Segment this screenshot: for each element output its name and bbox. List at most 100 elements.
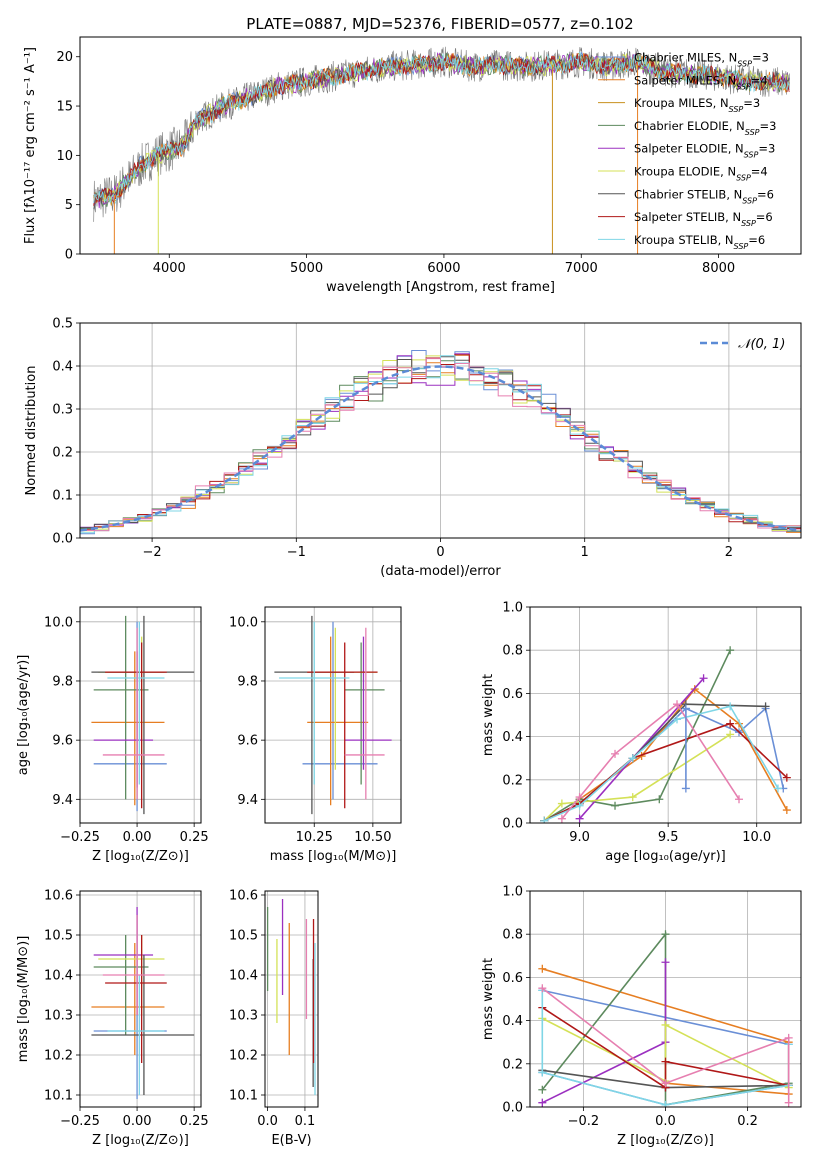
legend-entry: Kroupa ELODIE, NSSP=4: [634, 165, 768, 183]
residuals-axes: −2 −1 0 1 2 0.0 0.1 0.2 0.3 0.4 0.5 (data-model)/er…: [24, 317, 801, 579]
y-tick-label: 0.6: [502, 687, 523, 702]
y-tick-label: 0.2: [52, 446, 73, 461]
x-tick-label: 4000: [153, 261, 186, 276]
weight-marker: [540, 816, 549, 823]
normal-curve: [80, 365, 801, 532]
weight-marker: [538, 1068, 547, 1077]
y-tick-label: 10.6: [229, 889, 258, 904]
residuals-frame: [79, 322, 802, 539]
weight-line: [543, 705, 779, 822]
weight-marker: [735, 795, 744, 804]
x-axis-label: mass [log₁₀(M/M⊙)]: [270, 849, 397, 864]
y-tick-label: 10.2: [44, 1049, 73, 1064]
weight-line: [541, 987, 790, 1103]
mass_vs_Z-frame: [79, 890, 202, 1108]
weight-marker: [784, 1098, 793, 1107]
y-tick-label: 5: [65, 198, 73, 213]
y-tick-label: 10.5: [44, 929, 73, 944]
y-tick-label: 0.8: [502, 644, 523, 659]
weight-marker: [538, 964, 547, 973]
y-tick-label: 10.3: [229, 1009, 258, 1024]
x-tick-label: 0.0: [257, 1114, 278, 1129]
weight-marker: [661, 1100, 670, 1107]
x-tick-label: −1: [287, 545, 306, 560]
x-tick-label: 0.00: [123, 1114, 152, 1129]
x-tick-label: 9.0: [569, 830, 590, 845]
spectrum-frame: [79, 36, 802, 255]
weight-marker: [661, 1020, 670, 1029]
weight_vs_Z-axes: −0.2 0.0 0.2 0.0 0.2 0.4 0.6 0.8 1.0 Z [log₁₀(Z/Z…: [481, 885, 801, 1148]
y-axis-label: Flux [fλ10⁻¹⁷ erg cm⁻² s⁻¹ A⁻¹]: [23, 47, 38, 244]
weight-marker: [557, 814, 566, 823]
weight-marker: [726, 719, 735, 728]
x-tick-label: −0.25: [60, 1114, 100, 1129]
age_vs_Z-frame: [79, 606, 202, 824]
y-tick-label: 15: [56, 100, 73, 115]
y-tick-label: 0: [65, 248, 73, 263]
x-axis-label: Z [log₁₀(Z/Z⊙)]: [617, 1133, 714, 1148]
y-tick-label: 0.6: [502, 971, 523, 986]
weight-marker: [661, 1079, 670, 1088]
legend-entry: Chabrier ELODIE, NSSP=3: [634, 119, 776, 137]
y-tick-label: 0.2: [502, 773, 523, 788]
age_vs_mass-points: [274, 615, 392, 815]
weight-marker: [661, 958, 670, 967]
x-tick-label: 1: [581, 545, 589, 560]
x-tick-label: 0.00: [123, 830, 152, 845]
y-axis-label: mass [log₁₀(M/M⊙)]: [16, 936, 31, 1063]
y-tick-label: 9.4: [52, 793, 73, 808]
y-axis-label: age [log₁₀(age/yr)]: [16, 655, 31, 776]
y-tick-label: 0.0: [52, 532, 73, 547]
residual-histograms: [80, 350, 801, 535]
mass_vs_EBV-frame: [264, 890, 319, 1108]
y-tick-label: 10: [56, 149, 73, 164]
weight_vs_age-frame: [529, 606, 802, 824]
x-axis-label: Z [log₁₀(Z/Z⊙)]: [92, 849, 189, 864]
x-tick-label: 7000: [565, 261, 598, 276]
x-axis-label: age [log₁₀(age/yr)]: [605, 849, 726, 864]
y-axis-label: Normed distribution: [24, 366, 39, 496]
y-tick-label: 9.6: [52, 734, 73, 749]
y-tick-label: 10.3: [44, 1009, 73, 1024]
age_vs_mass-axes: 10.25 10.50 9.4 9.6 9.8 10.0 mass [log₁₀(M/M⊙)…: [229, 607, 401, 864]
y-tick-label: 20: [56, 50, 73, 65]
y-tick-label: 0.2: [502, 1057, 523, 1072]
y-tick-label: 1.0: [502, 601, 523, 616]
weight-marker: [575, 793, 584, 802]
x-tick-label: 9.5: [658, 830, 679, 845]
weight-marker: [661, 1057, 670, 1066]
x-tick-label: 5000: [290, 261, 323, 276]
weight-marker: [655, 795, 664, 804]
y-tick-label: 10.0: [44, 615, 73, 630]
y-tick-label: 0.4: [502, 1014, 523, 1029]
y-tick-label: 0.0: [502, 1101, 523, 1116]
weight-marker: [538, 1098, 547, 1107]
spectrum-legend: Chabrier MILES, NSSP=3 Salpeter MILES, NS…: [598, 51, 776, 251]
weight-marker: [761, 702, 770, 711]
x-tick-label: 8000: [702, 261, 735, 276]
legend-entry: Salpeter MILES, NSSP=4: [634, 73, 768, 91]
weight-line: [541, 1006, 789, 1090]
x-tick-label: 0.25: [180, 830, 209, 845]
weight-marker: [784, 1033, 793, 1042]
x-axis-label: (data-model)/error: [380, 564, 501, 579]
y-tick-label: 9.4: [237, 793, 258, 808]
age_vs_Z-points: [91, 615, 195, 815]
weight-marker: [575, 801, 584, 810]
weight-marker: [575, 814, 584, 823]
x-tick-label: 0: [436, 545, 444, 560]
mass_vs_EBV-axes: 0.0 0.1 10.1 10.2 10.3 10.4 10.5 10.6 E(B-V): [229, 889, 318, 1148]
weight-line: [543, 733, 731, 822]
weight_vs_Z-lines: [538, 930, 793, 1107]
weight-marker: [726, 702, 735, 711]
y-tick-label: 0.0: [502, 817, 523, 832]
y-tick-label: 10.2: [229, 1049, 258, 1064]
y-tick-label: 10.6: [44, 889, 73, 904]
weight_vs_Z-frame: [529, 890, 802, 1108]
y-tick-label: 0.5: [52, 317, 73, 332]
y-tick-label: 10.1: [44, 1089, 73, 1104]
legend-entry: Kroupa STELIB, NSSP=6: [634, 233, 765, 251]
weight-marker: [628, 754, 637, 763]
y-tick-label: 10.4: [44, 969, 73, 984]
age_vs_Z-axes: −0.25 0.00 0.25 9.4 9.6 9.8 10.0 Z [log₁₀(Z/Z⊙)…: [16, 607, 209, 864]
